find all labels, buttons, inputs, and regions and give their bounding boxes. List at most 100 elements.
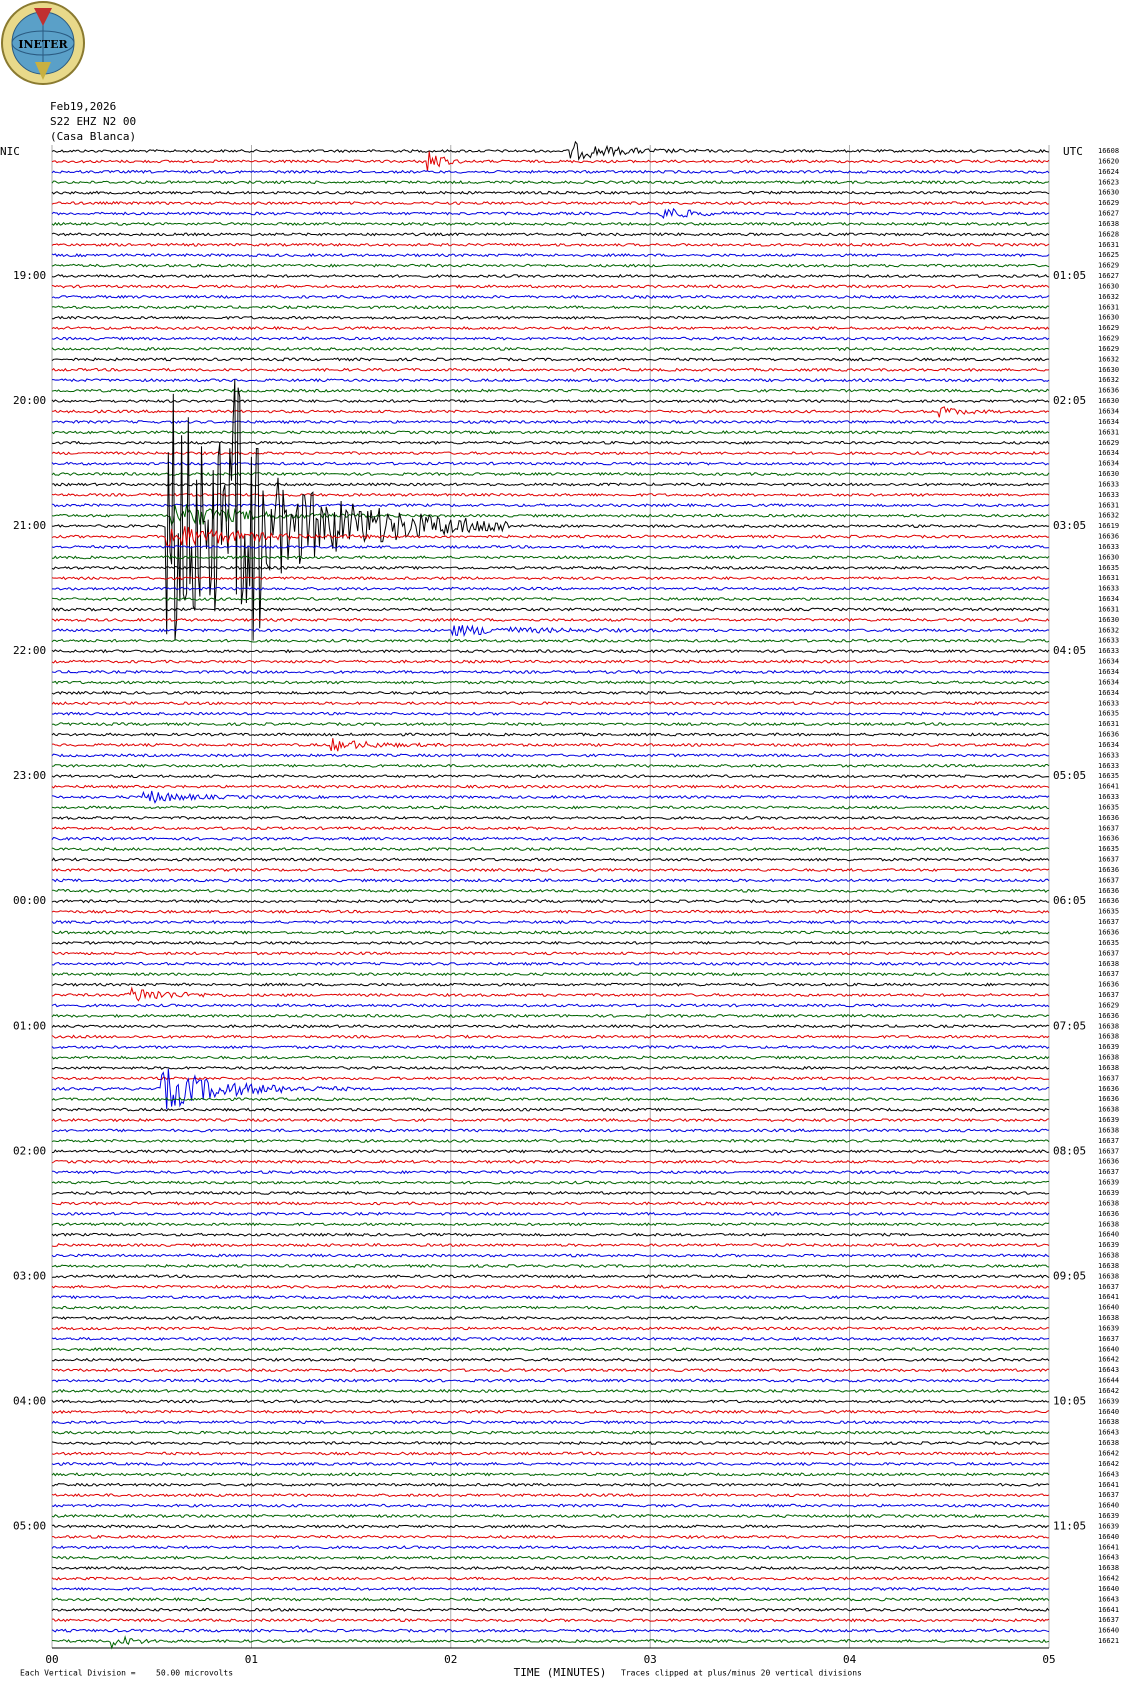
date: Feb19,2026 xyxy=(50,100,116,113)
trace-count: 16636 xyxy=(1098,814,1119,822)
trace-count: 16640 xyxy=(1098,1585,1119,1593)
seismic-trace xyxy=(51,565,1050,570)
seismic-trace xyxy=(51,982,1050,987)
trace-count: 16638 xyxy=(1098,1262,1119,1270)
trace-count: 16636 xyxy=(1098,533,1119,541)
trace-count: 16639 xyxy=(1098,1043,1119,1051)
seismic-trace xyxy=(51,294,1050,299)
seismic-trace xyxy=(51,1357,1050,1362)
seismic-trace xyxy=(51,701,1050,706)
trace-count: 16631 xyxy=(1098,241,1119,249)
trace-count: 16641 xyxy=(1098,783,1119,791)
clip-note: Traces clipped at plus/minus 20 vertical… xyxy=(621,1669,862,1678)
seismic-trace xyxy=(51,1211,1050,1216)
seismic-trace xyxy=(51,617,1050,623)
seismic-trace xyxy=(51,847,1050,852)
trace-count: 16632 xyxy=(1098,355,1119,363)
trace-count: 16643 xyxy=(1098,1595,1119,1603)
trace-count: 16630 xyxy=(1098,616,1119,624)
seismic-trace xyxy=(51,200,1050,206)
trace-count: 16637 xyxy=(1098,1335,1119,1343)
trace-count: 16640 xyxy=(1098,1502,1119,1510)
left-time-label: 05:00 xyxy=(13,1519,46,1532)
seismic-trace xyxy=(51,1326,1050,1331)
trace-count: 16634 xyxy=(1098,595,1119,603)
seismic-trace xyxy=(51,1576,1050,1581)
left-time-label: 00:00 xyxy=(13,894,46,907)
trace-count: 16637 xyxy=(1098,1074,1119,1082)
trace-count: 16636 xyxy=(1098,1012,1119,1020)
trace-count: 16641 xyxy=(1098,1481,1119,1489)
right-time-label: 01:05 xyxy=(1053,269,1086,282)
seismic-trace xyxy=(51,1097,1050,1102)
trace-count: 16633 xyxy=(1098,585,1119,593)
seismic-trace xyxy=(51,1607,1050,1612)
seismic-trace xyxy=(51,263,1050,268)
trace-count: 16639 xyxy=(1098,1179,1119,1187)
seismic-trace xyxy=(51,1635,1050,1650)
trace-count: 16637 xyxy=(1098,1137,1119,1145)
trace-count: 16639 xyxy=(1098,1324,1119,1332)
trace-count: 16637 xyxy=(1098,1616,1119,1624)
seismic-trace xyxy=(51,1336,1050,1341)
right-time-label: 02:05 xyxy=(1053,394,1086,407)
trace-count: 16635 xyxy=(1098,939,1119,947)
trace-count: 16627 xyxy=(1098,272,1119,280)
seismic-trace xyxy=(51,1440,1050,1446)
trace-count: 16635 xyxy=(1098,710,1119,718)
trace-count: 16635 xyxy=(1098,772,1119,780)
trace-count: 16630 xyxy=(1098,470,1119,478)
seismic-trace xyxy=(51,986,1050,1002)
trace-count: 16636 xyxy=(1098,835,1119,843)
trace-count: 16638 xyxy=(1098,1106,1119,1114)
x-tick-label: 00 xyxy=(45,1653,58,1666)
right-time-label: 03:05 xyxy=(1053,519,1086,532)
trace-count: 16631 xyxy=(1098,574,1119,582)
trace-count: 16639 xyxy=(1098,1189,1119,1197)
seismic-trace xyxy=(51,1513,1050,1519)
seismic-trace xyxy=(51,399,1050,404)
trace-count: 16634 xyxy=(1098,408,1119,416)
seismic-trace xyxy=(51,690,1050,696)
trace-count: 16638 xyxy=(1098,1314,1119,1322)
right-time-label: 11:05 xyxy=(1053,1519,1086,1532)
left-time-label: 21:00 xyxy=(13,519,46,532)
seismic-trace xyxy=(51,607,1050,612)
left-time-label: 20:00 xyxy=(13,394,46,407)
seismic-trace xyxy=(51,899,1049,904)
seismic-trace xyxy=(51,1367,1049,1373)
seismic-trace xyxy=(51,638,1050,643)
seismic-trace xyxy=(51,732,1050,737)
trace-count: 16633 xyxy=(1098,647,1119,655)
left-time-label: 23:00 xyxy=(13,769,46,782)
trace-count: 16643 xyxy=(1098,1366,1119,1374)
seismic-trace xyxy=(51,774,1050,779)
seismic-trace xyxy=(51,1409,1050,1415)
trace-count: 16633 xyxy=(1098,762,1119,770)
trace-count: 16637 xyxy=(1098,991,1119,999)
trace-count: 16637 xyxy=(1098,1168,1119,1176)
seismic-trace xyxy=(51,1024,1050,1029)
trace-count: 16633 xyxy=(1098,793,1119,801)
seismic-trace xyxy=(51,1451,1049,1456)
seismic-trace xyxy=(51,1482,1050,1487)
seismic-trace xyxy=(51,1044,1050,1050)
trace-count: 16640 xyxy=(1098,1533,1119,1541)
trace-count: 16619 xyxy=(1098,522,1119,530)
seismic-trace xyxy=(51,1242,1050,1248)
trace-count: 16638 xyxy=(1098,1064,1119,1072)
seismic-trace xyxy=(51,659,1050,664)
trace-count: 16635 xyxy=(1098,908,1119,916)
seismic-trace xyxy=(51,180,1050,185)
trace-count: 16634 xyxy=(1098,741,1119,749)
seismic-trace xyxy=(52,586,1050,591)
seismic-trace xyxy=(51,232,1050,237)
trace-count: 16629 xyxy=(1098,345,1119,353)
location: (Casa Blanca) xyxy=(50,130,136,143)
trace-count: 16636 xyxy=(1098,387,1119,395)
seismic-trace xyxy=(51,1222,1050,1227)
seismic-trace xyxy=(51,242,1050,247)
trace-count: 16621 xyxy=(1098,1637,1119,1645)
seismic-trace xyxy=(51,1068,1050,1110)
seismic-trace xyxy=(51,961,1050,966)
